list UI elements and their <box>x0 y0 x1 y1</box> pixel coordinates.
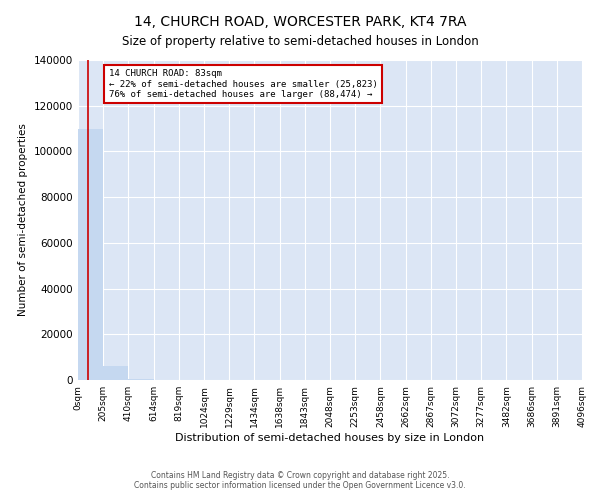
Text: Size of property relative to semi-detached houses in London: Size of property relative to semi-detach… <box>122 35 478 48</box>
Text: 14, CHURCH ROAD, WORCESTER PARK, KT4 7RA: 14, CHURCH ROAD, WORCESTER PARK, KT4 7RA <box>134 15 466 29</box>
Text: 14 CHURCH ROAD: 83sqm
← 22% of semi-detached houses are smaller (25,823)
76% of : 14 CHURCH ROAD: 83sqm ← 22% of semi-deta… <box>109 69 377 99</box>
Y-axis label: Number of semi-detached properties: Number of semi-detached properties <box>19 124 28 316</box>
Bar <box>103 366 128 380</box>
Bar <box>78 128 103 380</box>
Text: Contains HM Land Registry data © Crown copyright and database right 2025.
Contai: Contains HM Land Registry data © Crown c… <box>134 470 466 490</box>
Bar <box>128 379 154 380</box>
X-axis label: Distribution of semi-detached houses by size in London: Distribution of semi-detached houses by … <box>175 432 485 442</box>
